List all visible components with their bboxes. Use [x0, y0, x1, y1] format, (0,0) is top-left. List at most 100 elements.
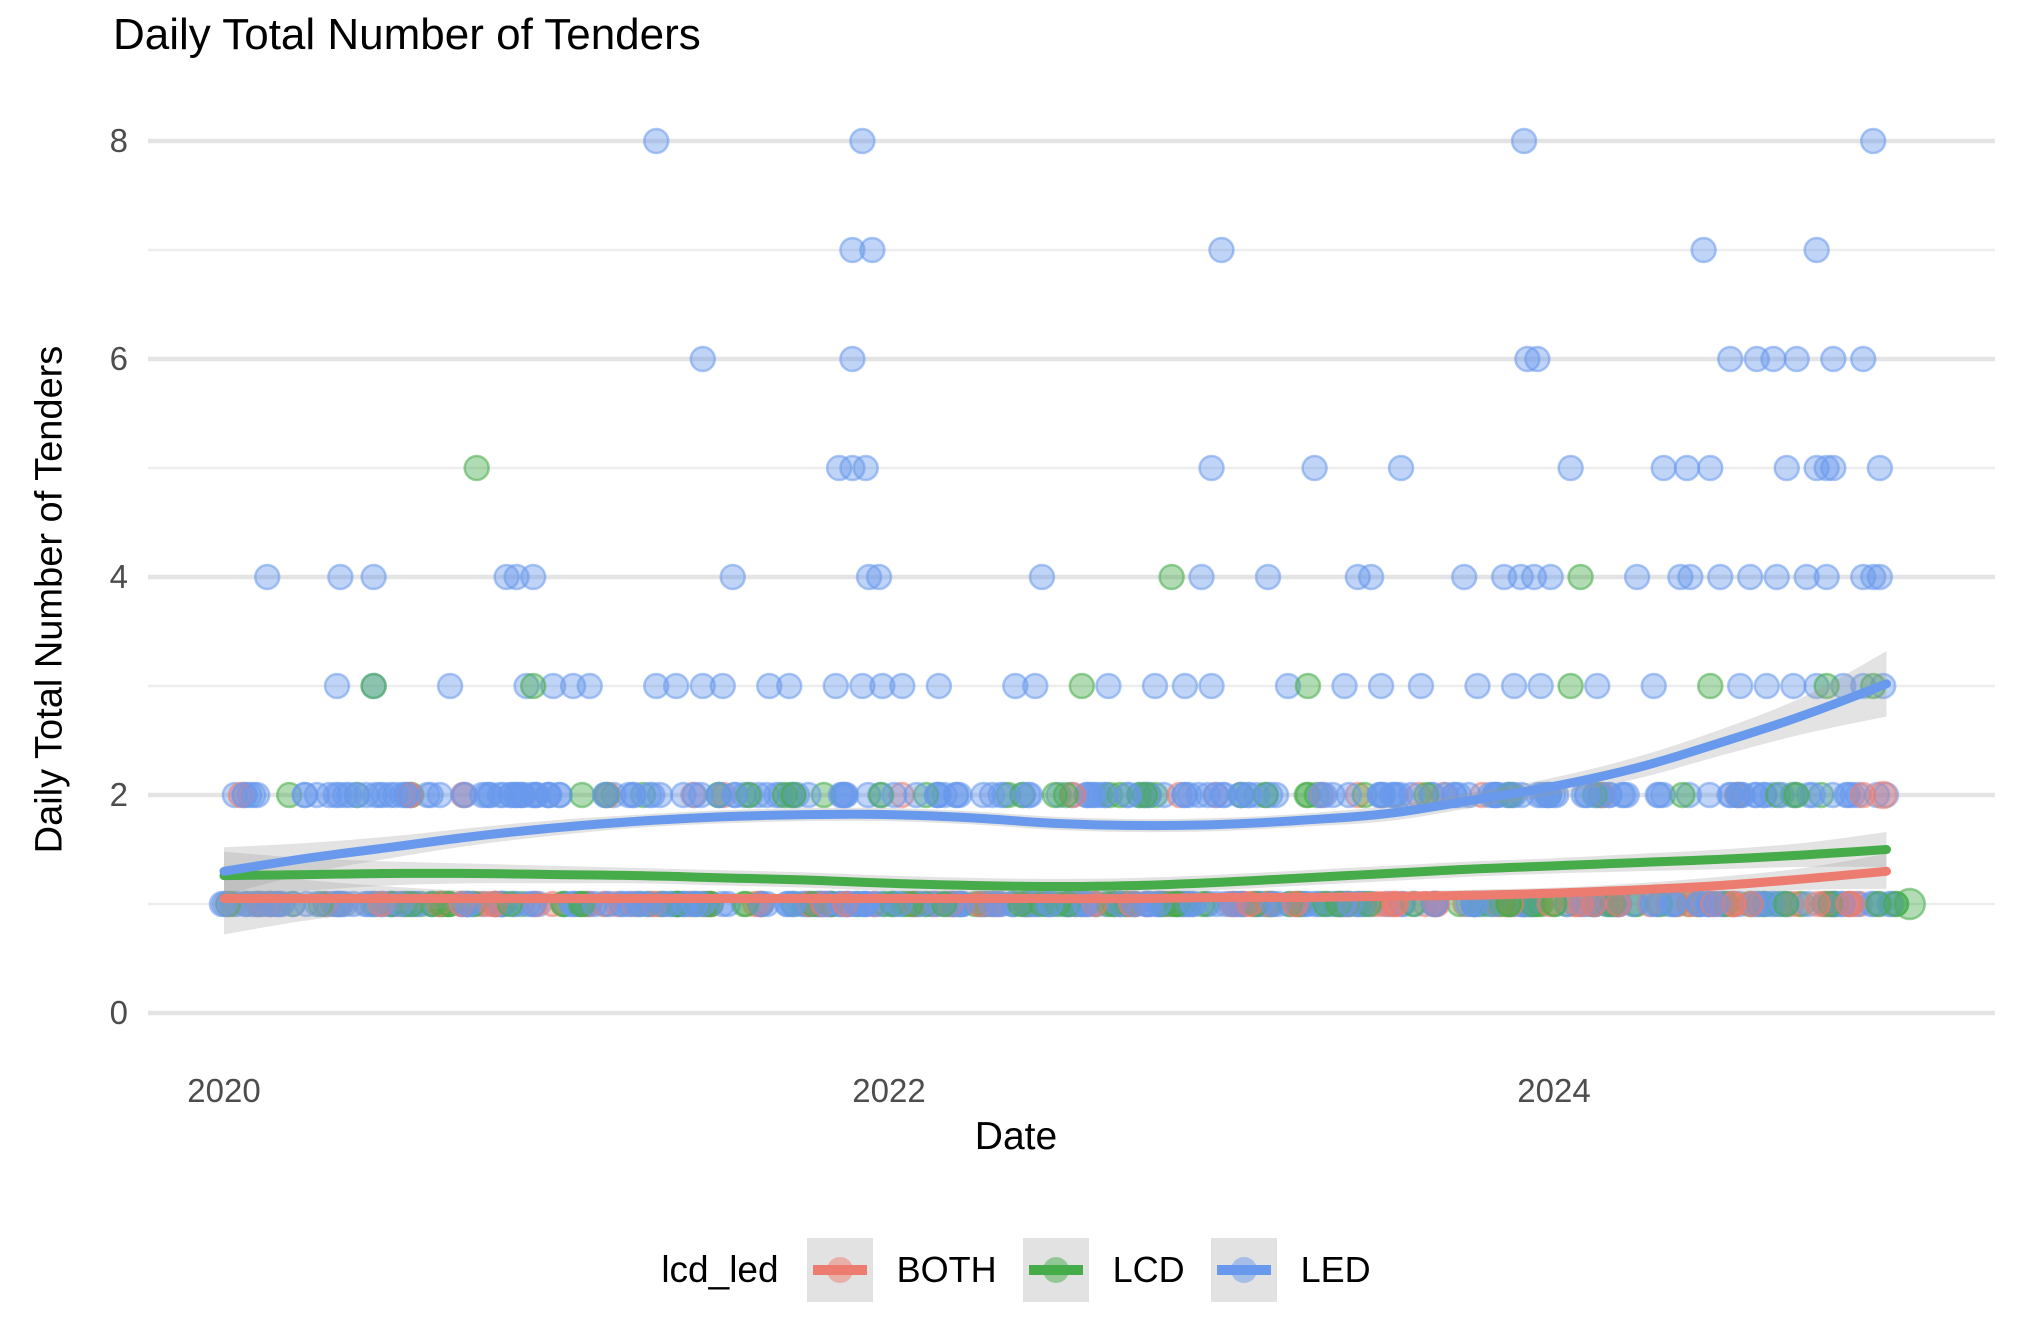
data-point-led	[1866, 454, 1894, 482]
data-point-led	[1344, 563, 1372, 591]
data-point-led	[1677, 563, 1704, 591]
data-point-led	[1028, 563, 1056, 591]
data-point-led	[1450, 563, 1478, 591]
data-point-led	[493, 563, 520, 591]
legend-title: lcd_led	[661, 1249, 779, 1290]
data-point-lcd	[360, 672, 387, 700]
data-point-lcd	[463, 454, 490, 482]
legend-line-swatch	[1216, 1265, 1271, 1275]
data-point-led	[689, 672, 717, 700]
data-point-led	[545, 781, 573, 809]
legend-label: LED	[1300, 1249, 1371, 1290]
data-point-lcd	[1041, 781, 1069, 809]
data-point-led	[1091, 781, 1119, 809]
data-point-led	[1859, 127, 1887, 155]
data-point-led	[1849, 345, 1877, 373]
data-point-led	[756, 672, 783, 700]
data-point-led	[859, 236, 886, 264]
legend-label: BOTH	[896, 1249, 997, 1290]
data-point-led	[849, 127, 876, 155]
data-point-led	[619, 781, 647, 809]
data-point-led	[221, 781, 249, 809]
data-point-led	[1514, 345, 1541, 373]
data-point-lcd	[519, 672, 547, 700]
data-point-lcd	[1669, 781, 1696, 809]
data-point-led	[473, 781, 500, 809]
data-point-led	[1557, 454, 1584, 482]
data-point-led	[1736, 563, 1764, 591]
data-point-lcd	[1106, 781, 1133, 809]
data-point-led	[889, 672, 916, 700]
data-point-led	[1813, 454, 1840, 482]
data-point-led	[1583, 781, 1611, 809]
legend-line-swatch	[1028, 1265, 1083, 1275]
data-point-led	[1783, 345, 1810, 373]
data-point-led	[1002, 672, 1029, 700]
data-point-led	[1650, 454, 1677, 482]
x-axis-title: Date	[974, 1115, 1058, 1158]
data-point-led	[1256, 781, 1284, 809]
data-point-lcd	[1864, 890, 1892, 918]
data-point-led	[1763, 563, 1791, 591]
data-point-led	[417, 781, 444, 809]
data-point-led	[839, 345, 866, 373]
data-point-led	[1407, 672, 1435, 700]
data-point-led	[539, 672, 567, 700]
data-point-led	[1235, 781, 1263, 809]
data-point-led	[1227, 781, 1254, 809]
data-point-led	[865, 563, 893, 591]
chart-title: Daily Total Number of Tenders	[113, 10, 701, 59]
data-point-led	[253, 563, 281, 591]
data-point-both	[1849, 781, 1877, 809]
data-point-led	[1274, 672, 1302, 700]
data-point-led	[513, 672, 540, 700]
data-point-led	[1673, 454, 1701, 482]
data-point-both	[1737, 890, 1765, 918]
data-point-led	[335, 781, 363, 809]
data-point-lcd	[1158, 563, 1185, 591]
data-point-led	[523, 781, 550, 809]
data-point-led	[1697, 454, 1724, 482]
data-point-lcd	[1697, 672, 1724, 700]
data-point-both	[1868, 780, 1898, 810]
data-point-led	[924, 781, 951, 809]
legend-key-icon	[1022, 1238, 1089, 1302]
data-point-led	[1387, 454, 1415, 482]
data-point-led	[1185, 781, 1213, 809]
data-point-led	[1254, 563, 1282, 591]
data-point-led	[719, 563, 746, 591]
data-point-led	[327, 563, 354, 591]
data-point-lcd	[1068, 672, 1096, 700]
data-point-led	[1768, 781, 1795, 809]
data-point-both	[1059, 781, 1087, 809]
data-point-led	[1387, 781, 1414, 809]
data-point-led	[1301, 454, 1328, 482]
data-point-led	[869, 672, 896, 700]
trend-line-both	[219, 866, 1891, 904]
y-tick-label: 8	[109, 122, 128, 159]
legend-key-icon	[806, 1238, 873, 1302]
data-point-led	[978, 781, 1006, 809]
data-point-lcd	[780, 781, 807, 809]
data-point-led	[1141, 672, 1169, 700]
data-point-lcd	[1813, 672, 1840, 700]
data-point-lcd	[629, 781, 657, 809]
data-point-both	[1804, 890, 1832, 918]
data-point-led	[662, 672, 690, 700]
x-tick-label: 2024	[1517, 1072, 1591, 1109]
legend-item-lcd: LCD	[1022, 1238, 1185, 1302]
data-point-both	[1835, 890, 1862, 918]
data-point-led	[1367, 672, 1395, 700]
data-point-led	[1198, 454, 1225, 482]
data-point-led	[1378, 781, 1405, 809]
data-point-led	[831, 781, 859, 809]
y-tick-label: 6	[109, 340, 128, 377]
data-point-led	[925, 672, 953, 700]
data-point-led	[643, 672, 670, 700]
legend-line-swatch	[812, 1265, 867, 1275]
data-point-led	[852, 454, 879, 482]
data-point-led	[1820, 454, 1847, 482]
data-point-led	[1464, 672, 1491, 700]
data-point-led	[855, 563, 883, 591]
